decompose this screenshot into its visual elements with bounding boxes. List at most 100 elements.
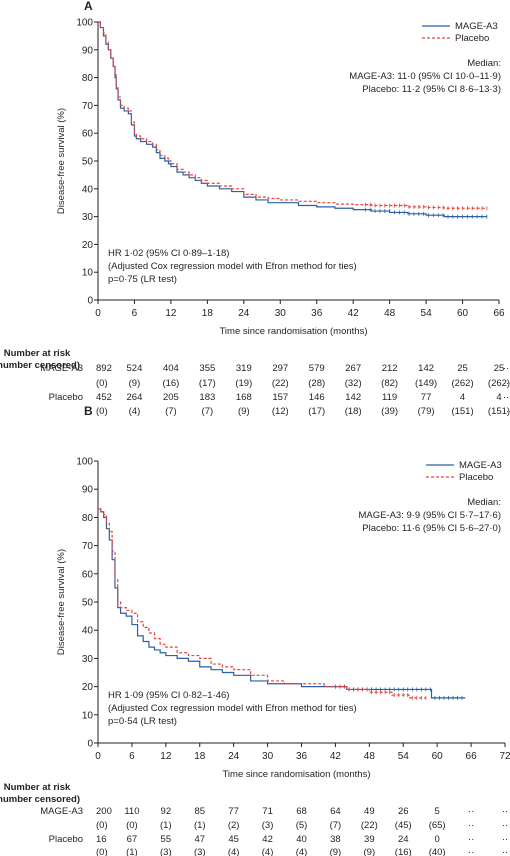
risk-cell: ··	[503, 378, 509, 389]
risk-cell: 5	[435, 806, 440, 817]
series-line-placebo	[98, 508, 426, 699]
panel-letter: A	[84, 0, 93, 13]
risk-cell: 142	[345, 392, 361, 403]
legend-label: Placebo	[459, 472, 493, 483]
hr-annotation: HR 1·09 (95% CI 0·82–1·46)	[108, 690, 229, 701]
risk-cell: 49	[364, 806, 375, 817]
y-tick-label: 40	[82, 184, 94, 195]
hr-annotation: p=0·54 (LR test)	[108, 716, 177, 727]
risk-cell: 404	[163, 363, 179, 374]
series-line-mage-a3	[98, 508, 466, 699]
y-tick-label: 50	[82, 598, 94, 609]
x-tick-label: 54	[421, 308, 433, 319]
risk-table-title: Number at risk	[4, 348, 71, 359]
x-tick-label: 60	[432, 751, 444, 762]
x-axis-label: Time since randomisation (months)	[219, 326, 367, 337]
hr-annotation: (Adjusted Cox regression model with Efro…	[108, 703, 357, 714]
risk-cell: (4)	[262, 847, 274, 856]
risk-cell: (4)	[228, 847, 240, 856]
x-tick-label: 36	[311, 308, 323, 319]
x-tick-label: 24	[228, 751, 240, 762]
y-tick-label: 20	[82, 682, 94, 693]
y-tick-label: 70	[82, 101, 94, 112]
risk-cell: 205	[163, 392, 179, 403]
risk-cell: 77	[421, 392, 432, 403]
risk-cell: 319	[236, 363, 252, 374]
y-tick-label: 60	[82, 569, 94, 580]
risk-cell: 355	[199, 363, 215, 374]
y-tick-label: 40	[82, 626, 94, 637]
risk-cell: (262)	[451, 378, 473, 389]
risk-cell: (17)	[199, 378, 216, 389]
risk-cell: (7)	[165, 406, 177, 417]
risk-cell: (17)	[308, 406, 325, 417]
median-text: Median:	[467, 497, 501, 508]
hr-annotation: (Adjusted Cox regression model with Efro…	[108, 261, 357, 272]
x-tick-label: 48	[384, 308, 396, 319]
x-axis-label: Time since randomisation (months)	[222, 769, 370, 780]
panel-letter: B	[84, 404, 93, 418]
risk-cell: (40)	[429, 847, 446, 856]
risk-cell: 146	[309, 392, 325, 403]
risk-cell: (7)	[202, 406, 214, 417]
risk-cell: (7)	[330, 820, 342, 831]
x-tick-label: 36	[296, 751, 308, 762]
risk-cell: ··	[503, 363, 509, 374]
legend-label: MAGE-A3	[455, 21, 498, 32]
risk-cell: (32)	[345, 378, 362, 389]
y-tick-label: 10	[82, 268, 94, 279]
hr-annotation: p=0·75 (LR test)	[108, 274, 177, 285]
median-text: Placebo: 11·2 (95% CI 8·6–13·3)	[362, 84, 501, 95]
risk-cell: 579	[309, 363, 325, 374]
risk-cell: (9)	[129, 378, 141, 389]
risk-cell: (151)	[488, 406, 510, 417]
risk-row-label: Placebo	[49, 834, 83, 845]
risk-cell: 47	[194, 834, 205, 845]
x-tick-label: 30	[275, 308, 287, 319]
x-tick-label: 30	[262, 751, 274, 762]
x-tick-label: 54	[398, 751, 410, 762]
risk-cell: (0)	[96, 378, 108, 389]
risk-cell: 39	[364, 834, 375, 845]
x-tick-label: 12	[160, 751, 172, 762]
risk-cell: 157	[272, 392, 288, 403]
risk-cell: 183	[199, 392, 215, 403]
y-tick-label: 30	[82, 654, 94, 665]
risk-cell: 4	[460, 392, 465, 403]
x-tick-label: 66	[466, 751, 478, 762]
risk-cell: ··	[502, 820, 508, 831]
x-tick-label: 72	[499, 751, 510, 762]
risk-cell: (262)	[488, 378, 510, 389]
risk-cell: (4)	[296, 847, 308, 856]
risk-row-label: MAGE-A3	[40, 363, 83, 374]
y-tick-label: 80	[82, 73, 94, 84]
risk-cell: (4)	[129, 406, 141, 417]
x-tick-label: 6	[132, 308, 138, 319]
risk-cell: (16)	[395, 847, 412, 856]
risk-cell: 168	[236, 392, 252, 403]
risk-cell: ··	[502, 806, 508, 817]
y-tick-label: 0	[87, 296, 93, 307]
x-tick-label: 60	[457, 308, 469, 319]
risk-cell: 0	[435, 834, 440, 845]
legend-label: Placebo	[455, 33, 489, 44]
risk-table-title: (number censored)	[0, 794, 80, 805]
risk-cell: (0)	[96, 820, 108, 831]
risk-cell: (0)	[96, 847, 108, 856]
x-tick-label: 42	[348, 308, 360, 319]
risk-cell: 25	[457, 363, 468, 374]
risk-cell: (149)	[415, 378, 437, 389]
y-tick-label: 100	[76, 18, 93, 29]
risk-cell: 92	[161, 806, 172, 817]
risk-cell: 64	[330, 806, 341, 817]
risk-cell: (2)	[228, 820, 240, 831]
risk-cell: 892	[96, 363, 112, 374]
risk-cell: (82)	[381, 378, 398, 389]
y-tick-label: 20	[82, 240, 94, 251]
x-tick-label: 6	[129, 751, 135, 762]
risk-cell: 25	[494, 363, 505, 374]
risk-row-label: Placebo	[49, 392, 83, 403]
x-tick-label: 0	[95, 308, 101, 319]
median-text: MAGE-A3: 9·9 (95% CI 5·7–17·6)	[358, 510, 501, 521]
y-axis-label: Disease-free survival (%)	[56, 549, 67, 655]
